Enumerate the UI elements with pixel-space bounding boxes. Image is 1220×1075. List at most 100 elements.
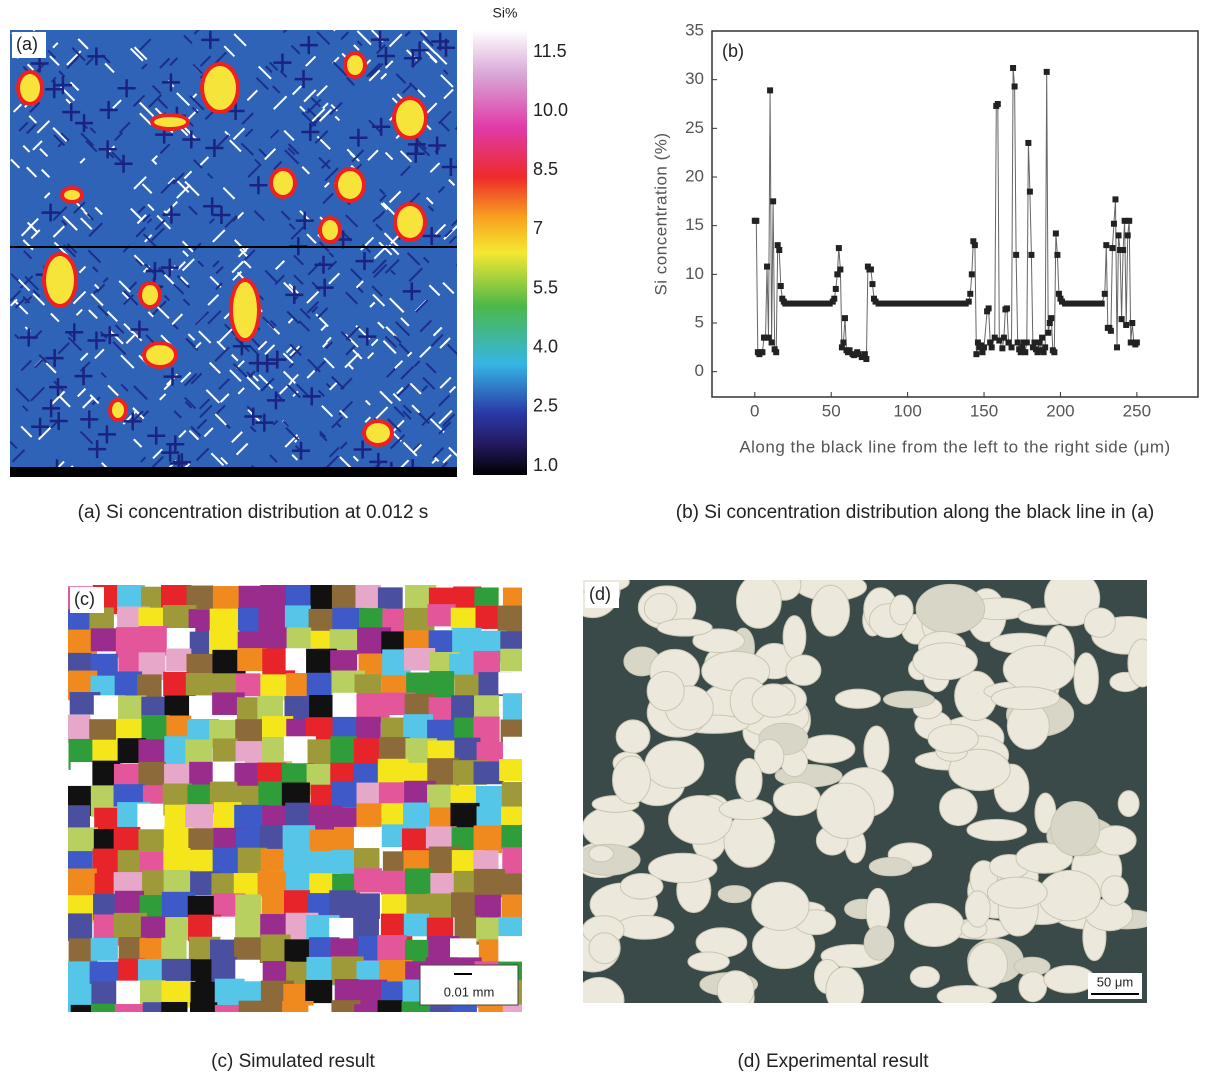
grain (752, 684, 795, 717)
caption: (a) Si concentration distribution at 0.0… (78, 502, 429, 523)
marker (986, 305, 992, 311)
marker (840, 339, 846, 345)
micrograph (559, 562, 1163, 1023)
chart: 05101520253035050100150200250 (685, 20, 1151, 420)
hotspot (347, 55, 363, 75)
marker (1114, 344, 1120, 350)
x-tick-label: 0 (750, 401, 759, 420)
dendrite-arm (334, 23, 341, 30)
marker (1111, 221, 1117, 227)
marker (1022, 349, 1028, 355)
dendrite-arm (421, 19, 432, 30)
grain (378, 1000, 403, 1023)
grain (928, 724, 978, 753)
marker (1010, 65, 1016, 71)
marker (868, 266, 874, 272)
grain (647, 671, 684, 710)
marker (764, 264, 770, 270)
x-tick-label: 50 (822, 401, 841, 420)
marker (778, 283, 784, 289)
grain (503, 1004, 536, 1033)
grain (1019, 972, 1047, 1002)
marker (1013, 252, 1019, 258)
grain (501, 873, 528, 895)
grain (285, 803, 310, 826)
grain (282, 1001, 314, 1025)
marker (1129, 320, 1135, 326)
grain (235, 915, 263, 938)
grain (968, 942, 1008, 987)
y-axis-label: Si concentration (%) (651, 132, 670, 295)
y-tick-label: 25 (685, 118, 704, 137)
caption: (d) Experimental result (737, 1051, 929, 1072)
grain (864, 926, 894, 960)
grain (164, 870, 193, 895)
grain (138, 762, 165, 787)
marker (842, 315, 848, 321)
y-tick-label: 20 (685, 166, 704, 185)
y-tick-label: 5 (695, 313, 704, 332)
grain (115, 1004, 145, 1033)
grain (773, 782, 820, 815)
y-tick-label: 35 (685, 20, 704, 39)
marker (769, 339, 775, 345)
marker (1004, 305, 1010, 311)
grain (965, 891, 990, 927)
marker (1108, 328, 1114, 334)
grain (645, 741, 704, 789)
marker (837, 266, 843, 272)
marker (981, 344, 987, 350)
grain (937, 985, 996, 1007)
grain (826, 967, 864, 1014)
caption: (b) Si concentration distribution along … (676, 502, 1154, 523)
grain (188, 850, 214, 872)
marker (869, 281, 875, 287)
grain (1038, 870, 1100, 921)
marker (1051, 349, 1057, 355)
grain (616, 915, 673, 939)
grain (406, 673, 430, 696)
marker (1109, 245, 1115, 251)
grain (190, 1002, 217, 1025)
grain (474, 826, 502, 854)
grain (589, 846, 613, 862)
grain (354, 738, 380, 766)
colorbar-tick-label: 10.0 (533, 100, 568, 120)
x-tick-label: 100 (893, 401, 921, 420)
grain (284, 848, 311, 874)
grain (883, 691, 934, 708)
grain (213, 848, 242, 874)
grain (717, 971, 754, 1009)
hotspot (154, 117, 186, 127)
grain (644, 594, 677, 624)
marker (833, 286, 839, 292)
grain (210, 782, 237, 805)
grain (500, 649, 527, 672)
grain (582, 807, 644, 849)
grain (783, 616, 806, 659)
grain (501, 825, 534, 849)
grain (310, 830, 335, 852)
grain (499, 759, 529, 781)
marker (1099, 301, 1105, 307)
grain (474, 761, 504, 784)
grain (137, 804, 163, 831)
grain (967, 819, 1027, 840)
grain (835, 689, 880, 708)
grain (737, 575, 782, 629)
grain (426, 894, 453, 919)
grain (284, 890, 310, 915)
hotspot (397, 206, 423, 238)
grain (718, 886, 751, 903)
marker (1012, 83, 1018, 89)
grain (498, 672, 524, 694)
x-tick-label: 200 (1046, 401, 1074, 420)
hotspot (322, 220, 338, 240)
marker (776, 247, 782, 253)
grain (498, 936, 530, 966)
grain (574, 977, 624, 1023)
marker (1025, 140, 1031, 146)
grain (801, 735, 855, 763)
grain (1044, 965, 1095, 992)
grain (308, 851, 334, 877)
